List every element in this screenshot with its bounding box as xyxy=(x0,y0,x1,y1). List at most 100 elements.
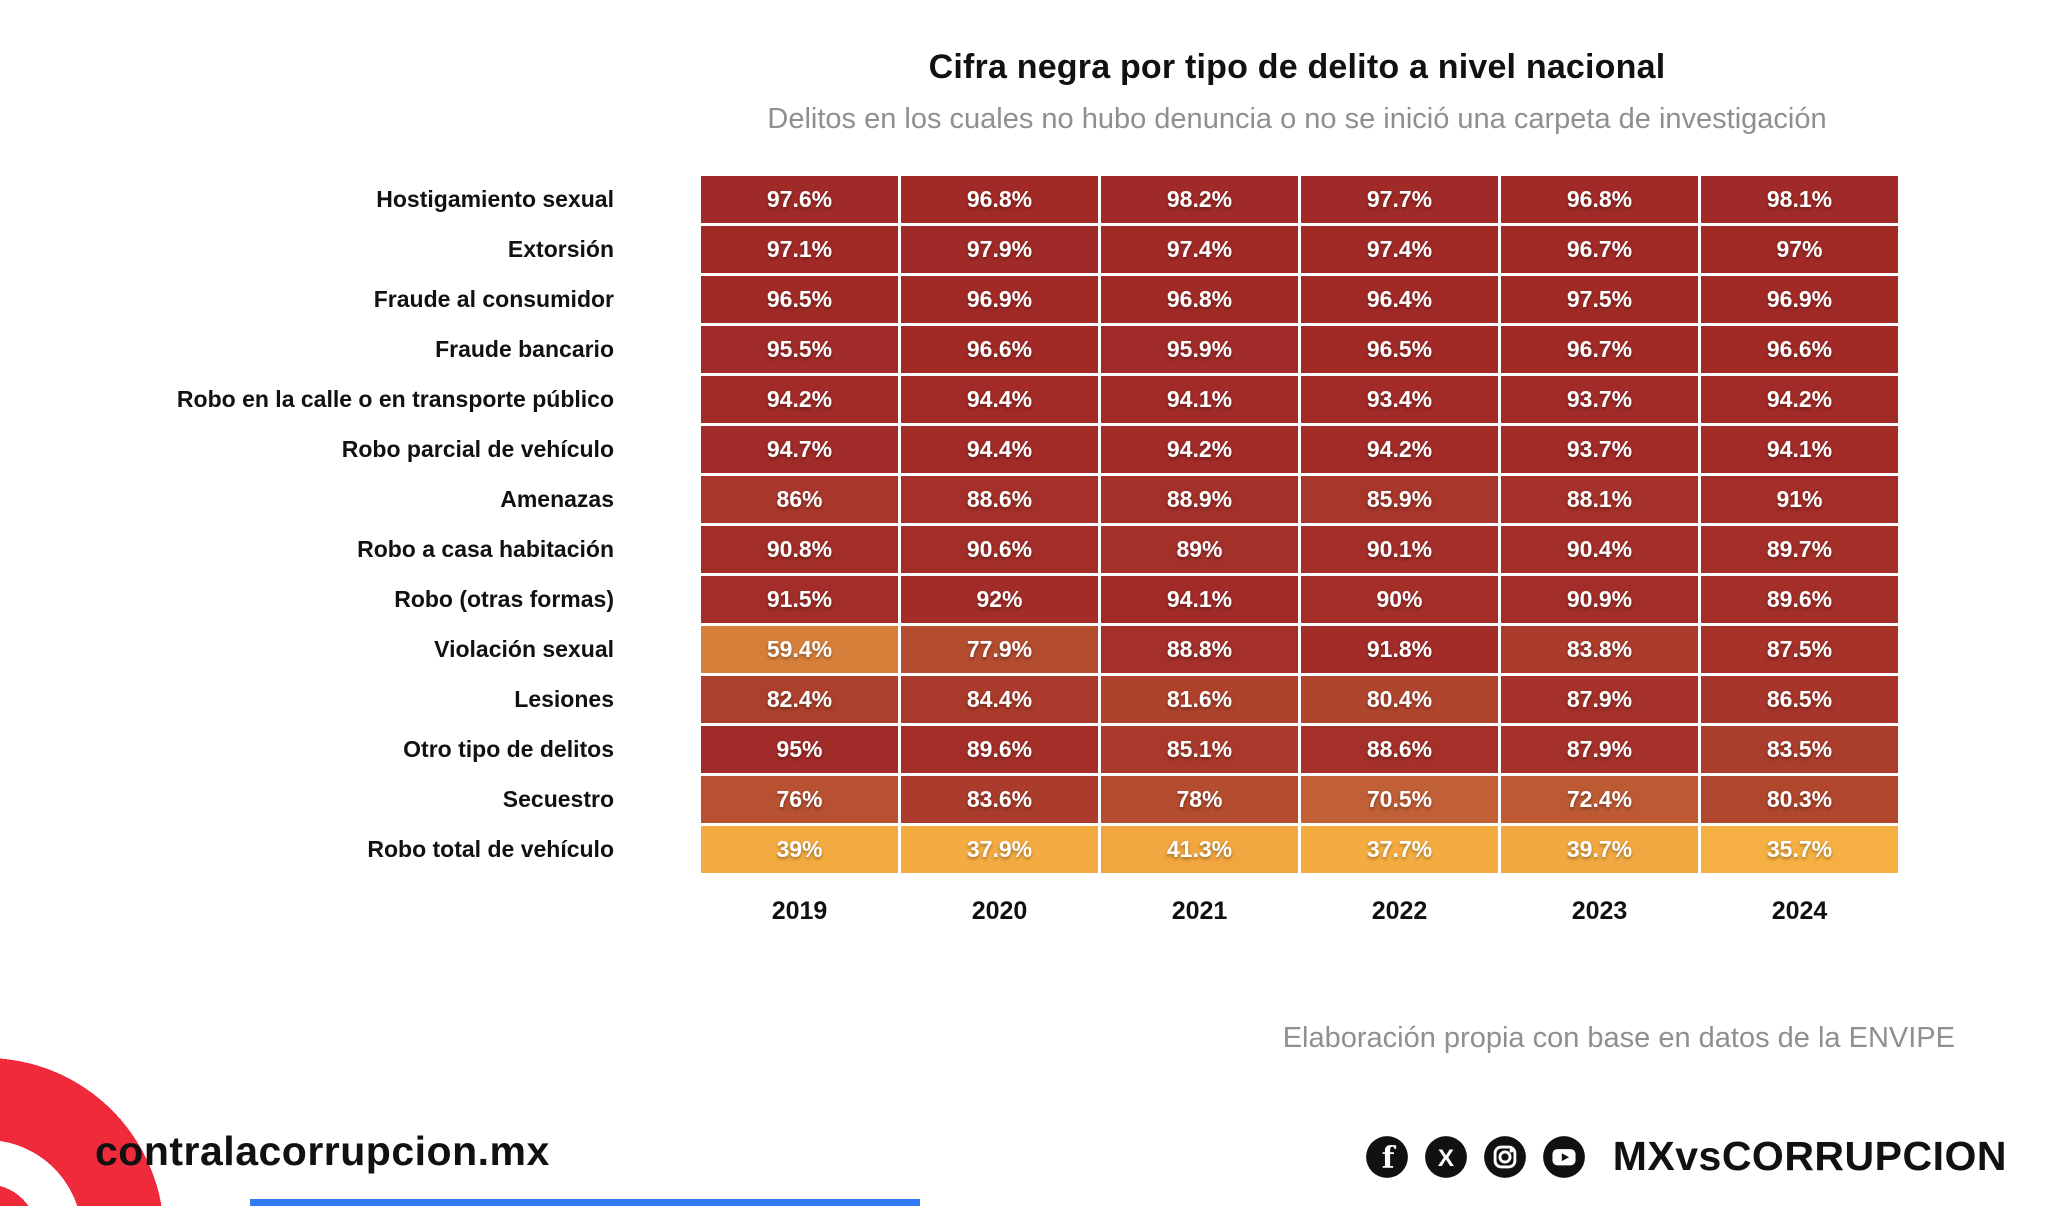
facebook-icon[interactable]: f xyxy=(1365,1135,1409,1179)
heatmap-cell: 91% xyxy=(1701,476,1898,523)
heatmap-cell: 78% xyxy=(1101,776,1298,823)
heatmap-cell: 94.1% xyxy=(1101,576,1298,623)
heatmap-cell: 95% xyxy=(701,726,898,773)
youtube-icon[interactable] xyxy=(1542,1135,1586,1179)
year-label: 2024 xyxy=(1771,897,1828,925)
heatmap-cell: 76% xyxy=(701,776,898,823)
row-label: Hostigamiento sexual xyxy=(376,186,614,212)
heatmap-cell: 94.1% xyxy=(1101,376,1298,423)
heatmap-cell: 88.8% xyxy=(1101,626,1298,673)
row-label: Amenazas xyxy=(500,486,614,512)
heatmap-cell: 96.5% xyxy=(1301,326,1498,373)
year-label: 2023 xyxy=(1571,897,1628,925)
heatmap-cell: 92% xyxy=(901,576,1098,623)
heatmap-cell: 97.4% xyxy=(1101,226,1298,273)
row-label: Robo a casa habitación xyxy=(357,536,614,562)
social-row: f X MXvsCORRUPCION xyxy=(1365,1133,2007,1180)
heatmap-cell: 88.6% xyxy=(901,476,1098,523)
heatmap-cell: 96.8% xyxy=(1101,276,1298,323)
heatmap-cell: 86.5% xyxy=(1701,676,1898,723)
heatmap-cell: 81.6% xyxy=(1101,676,1298,723)
site-name: contralacorrupcion.mx xyxy=(95,1128,550,1174)
heatmap-cell: 94.2% xyxy=(701,376,898,423)
page-title: Cifra negra por tipo de delito a nivel n… xyxy=(928,48,1666,86)
heatmap-cell: 96.9% xyxy=(901,276,1098,323)
year-row-spacer xyxy=(88,876,698,926)
heatmap-cell: 89% xyxy=(1101,526,1298,573)
heatmap-cell: 80.4% xyxy=(1301,676,1498,723)
year-label: 2020 xyxy=(971,897,1028,925)
heatmap-table: Hostigamiento sexual 97.6% 96.8% 98.2% 97.7%… xyxy=(88,176,1898,926)
heatmap-cell: 39% xyxy=(701,826,898,873)
heatmap-cell: 96.5% xyxy=(701,276,898,323)
heatmap-cell: 93.7% xyxy=(1501,426,1698,473)
heatmap-cell: 94.4% xyxy=(901,426,1098,473)
heatmap-cell: 94.2% xyxy=(1101,426,1298,473)
heatmap-cell: 83.8% xyxy=(1501,626,1698,673)
instagram-icon[interactable] xyxy=(1483,1135,1527,1179)
footer-accent-bar xyxy=(250,1199,920,1206)
heatmap-cell: 88.6% xyxy=(1301,726,1498,773)
heatmap-cell: 96.8% xyxy=(1501,176,1698,223)
heatmap-cell: 97% xyxy=(1701,226,1898,273)
row-label: Violación sexual xyxy=(434,636,614,662)
row-label: Robo parcial de vehículo xyxy=(341,436,614,462)
heatmap-cell: 85.9% xyxy=(1301,476,1498,523)
row-label: Extorsión xyxy=(507,236,614,262)
contralacorrupcion-logo xyxy=(0,1031,215,1206)
heatmap-cell: 98.1% xyxy=(1701,176,1898,223)
heatmap-cell: 87.9% xyxy=(1501,676,1698,723)
heatmap-cell: 94.7% xyxy=(701,426,898,473)
row-label: Fraude al consumidor xyxy=(373,286,614,312)
year-label: 2021 xyxy=(1171,897,1228,925)
source-note: Elaboración propia con base en datos de … xyxy=(1282,1022,1955,1054)
heatmap-cell: 96.6% xyxy=(1701,326,1898,373)
row-label: Robo (otras formas) xyxy=(394,586,614,612)
heatmap-cell: 39.7% xyxy=(1501,826,1698,873)
row-label: Secuestro xyxy=(502,786,614,812)
chart-header: Cifra negra por tipo de delito a nivel n… xyxy=(647,48,1947,136)
heatmap-cell: 97.1% xyxy=(701,226,898,273)
heatmap-cell: 37.7% xyxy=(1301,826,1498,873)
heatmap-cell: 87.5% xyxy=(1701,626,1898,673)
heatmap-cell: 59.4% xyxy=(701,626,898,673)
heatmap-cell: 95.5% xyxy=(701,326,898,373)
heatmap-cell: 90.6% xyxy=(901,526,1098,573)
row-label: Lesiones xyxy=(514,686,614,712)
year-label: 2019 xyxy=(771,897,828,925)
heatmap-cell: 98.2% xyxy=(1101,176,1298,223)
x-icon[interactable]: X xyxy=(1424,1135,1468,1179)
heatmap-cell: 90.4% xyxy=(1501,526,1698,573)
heatmap-cell: 80.3% xyxy=(1701,776,1898,823)
heatmap-cell: 94.4% xyxy=(901,376,1098,423)
heatmap-cell: 91.5% xyxy=(701,576,898,623)
heatmap-cell: 94.1% xyxy=(1701,426,1898,473)
row-label: Otro tipo de delitos xyxy=(403,736,614,762)
heatmap-cell: 87.9% xyxy=(1501,726,1698,773)
heatmap-cell: 97.9% xyxy=(901,226,1098,273)
heatmap-cell: 94.2% xyxy=(1701,376,1898,423)
heatmap-cell: 35.7% xyxy=(1701,826,1898,873)
heatmap-cell: 90.9% xyxy=(1501,576,1698,623)
heatmap-cell: 94.2% xyxy=(1301,426,1498,473)
heatmap-cell: 91.8% xyxy=(1301,626,1498,673)
heatmap-cell: 37.9% xyxy=(901,826,1098,873)
heatmap-cell: 96.7% xyxy=(1501,326,1698,373)
heatmap-cell: 97.5% xyxy=(1501,276,1698,323)
heatmap-cell: 72.4% xyxy=(1501,776,1698,823)
heatmap-cell: 90.8% xyxy=(701,526,898,573)
heatmap-cell: 96.9% xyxy=(1701,276,1898,323)
row-label: Fraude bancario xyxy=(435,336,614,362)
svg-text:f: f xyxy=(1381,1141,1396,1176)
heatmap-cell: 85.1% xyxy=(1101,726,1298,773)
social-handle: MXvsCORRUPCION xyxy=(1612,1133,2007,1179)
page-subtitle: Delitos en los cuales no hubo denuncia o… xyxy=(767,103,1827,135)
heatmap-cell: 70.5% xyxy=(1301,776,1498,823)
heatmap-cell: 41.3% xyxy=(1101,826,1298,873)
heatmap-cell: 96.4% xyxy=(1301,276,1498,323)
heatmap-cell: 83.6% xyxy=(901,776,1098,823)
row-label: Robo en la calle o en transporte público xyxy=(176,386,614,412)
heatmap-cell: 88.9% xyxy=(1101,476,1298,523)
heatmap-cell: 88.1% xyxy=(1501,476,1698,523)
